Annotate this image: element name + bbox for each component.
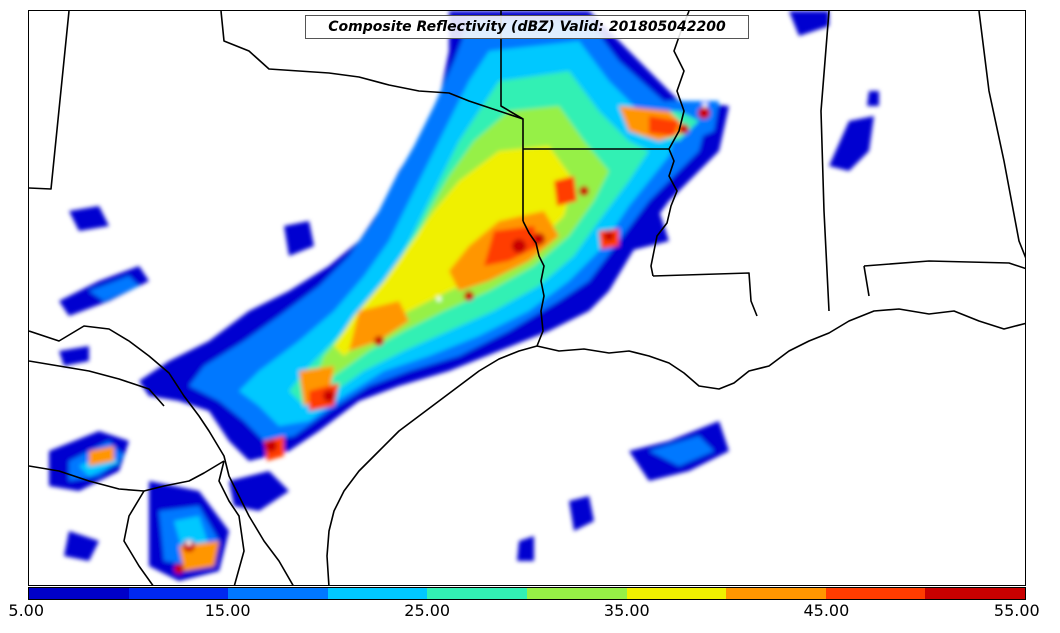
colorbar-segment [29,588,129,599]
colorbar-segment [825,588,926,599]
radar-echoes [49,11,879,581]
colorbar-tick-label: 35.00 [603,601,650,620]
colorbar-segment [626,588,727,599]
colorbar-segment [327,588,428,599]
map-title: Composite Reflectivity (dBZ) Valid: 2018… [305,15,749,39]
colorbar-segment [925,588,1025,599]
colorbar-segment [427,588,527,599]
colorbar-segment [526,588,627,599]
colorbar-tick-label: 15.00 [204,601,251,620]
state-boundaries [29,11,1025,585]
colorbar-tick-label: 25.00 [404,601,451,620]
colorbar-segment [726,588,826,599]
colorbar [28,587,1026,600]
colorbar-tick-label: 45.00 [803,601,850,620]
colorbar-segment [228,588,328,599]
map-frame [28,10,1026,586]
reflectivity-map [29,11,1025,585]
colorbar-tick-label: 5.00 [8,601,45,620]
colorbar-tick-label: 55.00 [993,601,1040,620]
colorbar-segment [128,588,229,599]
